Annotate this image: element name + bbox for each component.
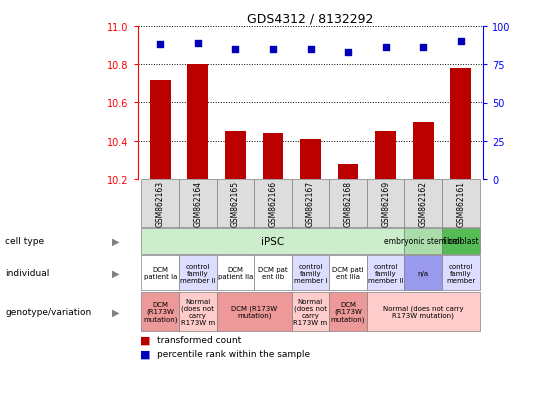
Text: GSM862161: GSM862161 [456,180,465,226]
Text: ■: ■ [140,349,151,359]
Bar [338,164,359,180]
Text: control
family
member II: control family member II [180,263,215,283]
Bar [262,134,284,180]
Text: percentile rank within the sample: percentile rank within the sample [157,349,310,358]
Text: individual: individual [5,269,50,278]
Text: GSM862166: GSM862166 [268,180,278,226]
Text: genotype/variation: genotype/variation [5,307,92,316]
Bar [450,69,471,180]
Bar [375,132,396,180]
Text: iPSC: iPSC [261,236,285,247]
Text: DCM
patient Ia: DCM patient Ia [144,267,177,280]
Bar [150,80,171,180]
Point [381,45,390,52]
Bar [300,140,321,180]
Text: transformed count: transformed count [157,335,241,344]
Text: control
family
member II: control family member II [368,263,403,283]
Text: DCM pat
ent IIb: DCM pat ent IIb [258,267,288,280]
Point [268,47,277,53]
Text: ▶: ▶ [112,268,120,278]
Text: ▶: ▶ [112,306,120,317]
Point [306,47,315,53]
Text: GSM862165: GSM862165 [231,180,240,226]
Text: fibroblast: fibroblast [442,237,479,246]
Bar [187,65,208,180]
Point [344,50,353,56]
Text: DCM
patient IIa: DCM patient IIa [218,267,253,280]
Text: GSM862162: GSM862162 [418,180,428,226]
Text: DCM
(R173W
mutation): DCM (R173W mutation) [143,301,178,322]
Text: ▶: ▶ [112,236,120,247]
Bar [225,132,246,180]
Text: GSM862169: GSM862169 [381,180,390,226]
Text: cell type: cell type [5,237,44,246]
Point [456,39,465,45]
Text: embryonic stem cell: embryonic stem cell [384,237,462,246]
Text: control
family
member: control family member [446,263,475,283]
Text: GSM862163: GSM862163 [156,180,165,226]
Text: GSM862168: GSM862168 [343,180,353,226]
Text: DCM pati
ent IIIa: DCM pati ent IIIa [332,267,364,280]
Text: GSM862167: GSM862167 [306,180,315,226]
Point [419,45,428,52]
Text: ■: ■ [140,335,151,344]
Point [231,47,240,53]
Text: n/a: n/a [417,270,429,276]
Text: control
family
member I: control family member I [294,263,327,283]
Text: GSM862164: GSM862164 [193,180,202,226]
Point [193,40,202,47]
Text: DCM (R173W
mutation): DCM (R173W mutation) [231,305,277,318]
Text: Normal
(does not
carry
R173W m: Normal (does not carry R173W m [181,298,215,325]
Bar [413,122,434,180]
Point [156,42,165,48]
Text: Normal (does not carry
R173W mutation): Normal (does not carry R173W mutation) [383,305,463,318]
Text: DCM
(R173W
mutation): DCM (R173W mutation) [331,301,366,322]
Title: GDS4312 / 8132292: GDS4312 / 8132292 [247,13,374,26]
Text: Normal
(does not
carry
R173W m: Normal (does not carry R173W m [293,298,328,325]
